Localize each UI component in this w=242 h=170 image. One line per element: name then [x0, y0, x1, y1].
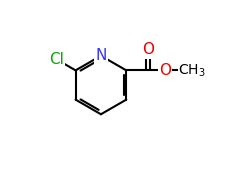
Text: Cl: Cl: [49, 52, 64, 67]
Text: O: O: [159, 63, 171, 78]
Text: O: O: [142, 42, 154, 57]
Text: CH$_3$: CH$_3$: [178, 62, 206, 79]
Text: N: N: [95, 48, 107, 63]
